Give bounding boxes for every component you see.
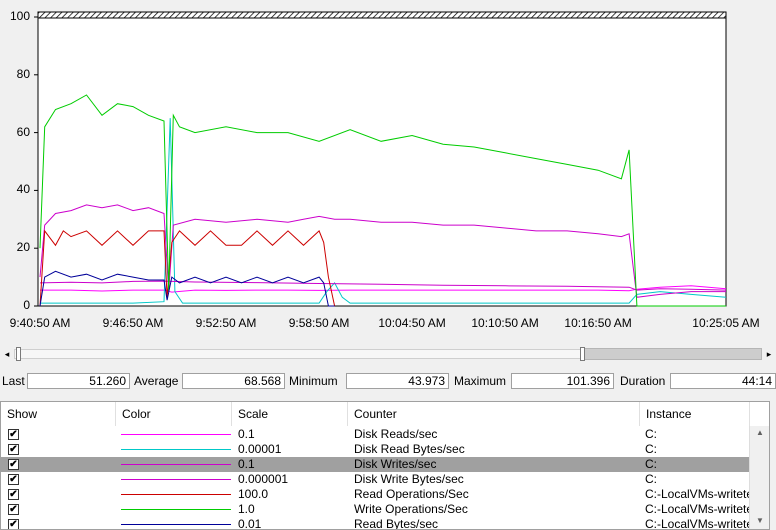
instance-name: C: <box>645 472 657 486</box>
show-checkbox[interactable]: ✔ <box>8 444 19 455</box>
scroll-down-arrow-icon[interactable]: ▼ <box>756 516 764 525</box>
scale-value: 0.01 <box>238 517 262 530</box>
counter-name: Disk Reads/sec <box>354 427 438 441</box>
show-checkbox[interactable]: ✔ <box>8 429 19 440</box>
legend-vertical-scrollbar[interactable]: ▲ ▼ <box>749 426 769 529</box>
x-tick-label: 9:46:50 AM <box>102 316 164 330</box>
counter-name: Disk Writes/sec <box>354 457 437 471</box>
y-tick-label: 60 <box>16 124 30 139</box>
show-checkbox[interactable]: ✔ <box>8 459 19 470</box>
legend-row[interactable]: ✔ 0.1 Disk Reads/sec C: <box>1 427 749 442</box>
legend-row[interactable]: ✔ 0.1 Disk Writes/sec C: <box>1 457 749 472</box>
x-tick-label: 10:25:05 AM <box>692 316 760 330</box>
series-line <box>40 118 727 304</box>
y-tick-label: 80 <box>16 66 30 81</box>
series-line <box>39 270 335 307</box>
legend-row[interactable]: ✔ 0.00001 Disk Read Bytes/sec C: <box>1 442 749 457</box>
scale-value: 1.0 <box>238 502 255 516</box>
series-line <box>39 94 726 307</box>
y-tick-label: 100 <box>9 9 30 23</box>
average-label: Average <box>134 374 179 388</box>
color-swatch <box>121 524 231 525</box>
instance-name: C: <box>645 442 657 456</box>
column-header-scale[interactable]: Scale <box>232 402 348 426</box>
column-header-color[interactable]: Color <box>116 402 232 426</box>
scroll-left-arrow-icon[interactable]: ◂ <box>4 349 10 359</box>
counter-name: Disk Read Bytes/sec <box>354 442 465 456</box>
show-checkbox[interactable]: ✔ <box>8 519 19 530</box>
duration-label: Duration <box>620 374 666 388</box>
instance-name: C:-LocalVMs-writete <box>645 502 749 516</box>
duration-value: 44:14 <box>670 373 776 389</box>
last-value: 51.260 <box>27 373 130 389</box>
scroll-right-arrow-icon[interactable]: ▸ <box>766 349 772 359</box>
color-swatch <box>121 479 231 480</box>
legend-row[interactable]: ✔ 1.0 Write Operations/Sec C:-LocalVMs-writ… <box>1 502 749 517</box>
color-swatch <box>121 434 231 435</box>
color-swatch <box>121 494 231 495</box>
minimum-value: 43.973 <box>346 373 449 389</box>
legend-row[interactable]: ✔ 0.01 Read Bytes/sec C:-LocalVMs-writete <box>1 517 749 530</box>
y-tick-label: 0 <box>23 298 30 312</box>
x-tick-label: 9:58:50 AM <box>288 316 350 330</box>
average-value: 68.568 <box>182 373 285 389</box>
x-tick-label: 9:52:50 AM <box>195 316 257 330</box>
series-line <box>39 204 726 298</box>
timeline-thumb[interactable] <box>582 348 762 360</box>
timeline-end-handle[interactable] <box>580 347 585 361</box>
instance-name: C:-LocalVMs-writete <box>645 517 749 530</box>
scroll-up-arrow-icon[interactable]: ▲ <box>756 428 764 437</box>
color-swatch <box>121 464 231 465</box>
x-tick-label: 10:04:50 AM <box>378 316 446 330</box>
timeline-scrollbar[interactable]: ◂ ▸ <box>0 343 776 365</box>
counter-name: Read Bytes/sec <box>354 517 439 530</box>
column-header-counter[interactable]: Counter <box>348 402 640 426</box>
show-checkbox[interactable]: ✔ <box>8 489 19 500</box>
legend-row[interactable]: ✔ 100.0 Read Operations/Sec C:-LocalVMs-wri… <box>1 487 749 502</box>
show-checkbox[interactable]: ✔ <box>8 504 19 515</box>
counter-name: Write Operations/Sec <box>354 502 468 516</box>
x-tick-label: 10:10:50 AM <box>471 316 539 330</box>
scale-value: 0.1 <box>238 427 255 441</box>
series-line <box>39 229 336 307</box>
timeline-start-handle[interactable] <box>16 347 21 361</box>
x-tick-label: 10:16:50 AM <box>564 316 632 330</box>
color-swatch <box>121 509 231 510</box>
counter-legend-table[interactable]: Show Color Scale Counter Instance ✔ 0.1 Di… <box>0 401 770 530</box>
show-checkbox[interactable]: ✔ <box>8 474 19 485</box>
series-group <box>39 94 727 307</box>
x-tick-label: 9:40:50 AM <box>9 316 71 330</box>
y-tick-label: 40 <box>16 182 30 197</box>
scale-value: 0.1 <box>238 457 255 471</box>
last-label: Last <box>2 374 25 388</box>
color-swatch <box>121 449 231 450</box>
counter-name: Read Operations/Sec <box>354 487 469 501</box>
instance-name: C: <box>645 457 657 471</box>
instance-name: C: <box>645 427 657 441</box>
performance-chart <box>34 11 727 307</box>
maximum-value: 101.396 <box>511 373 614 389</box>
legend-row[interactable]: ✔ 0.000001 Disk Write Bytes/sec C: <box>1 472 749 487</box>
scale-value: 0.00001 <box>238 442 282 456</box>
maximum-label: Maximum <box>454 374 507 388</box>
y-tick-label: 20 <box>16 240 30 255</box>
plot-background <box>37 11 727 307</box>
y-tick-marks <box>34 16 38 307</box>
instance-name: C:-LocalVMs-writete <box>645 487 749 501</box>
series-line <box>39 280 727 291</box>
minimum-label: Minimum <box>289 374 338 388</box>
plot-top-hatch <box>37 11 727 19</box>
scale-value: 100.0 <box>238 487 269 501</box>
column-header-instance[interactable]: Instance <box>640 402 750 426</box>
column-header-show[interactable]: Show <box>1 402 116 426</box>
series-line <box>40 285 727 293</box>
counter-name: Disk Write Bytes/sec <box>354 472 464 486</box>
scale-value: 0.000001 <box>238 472 289 486</box>
